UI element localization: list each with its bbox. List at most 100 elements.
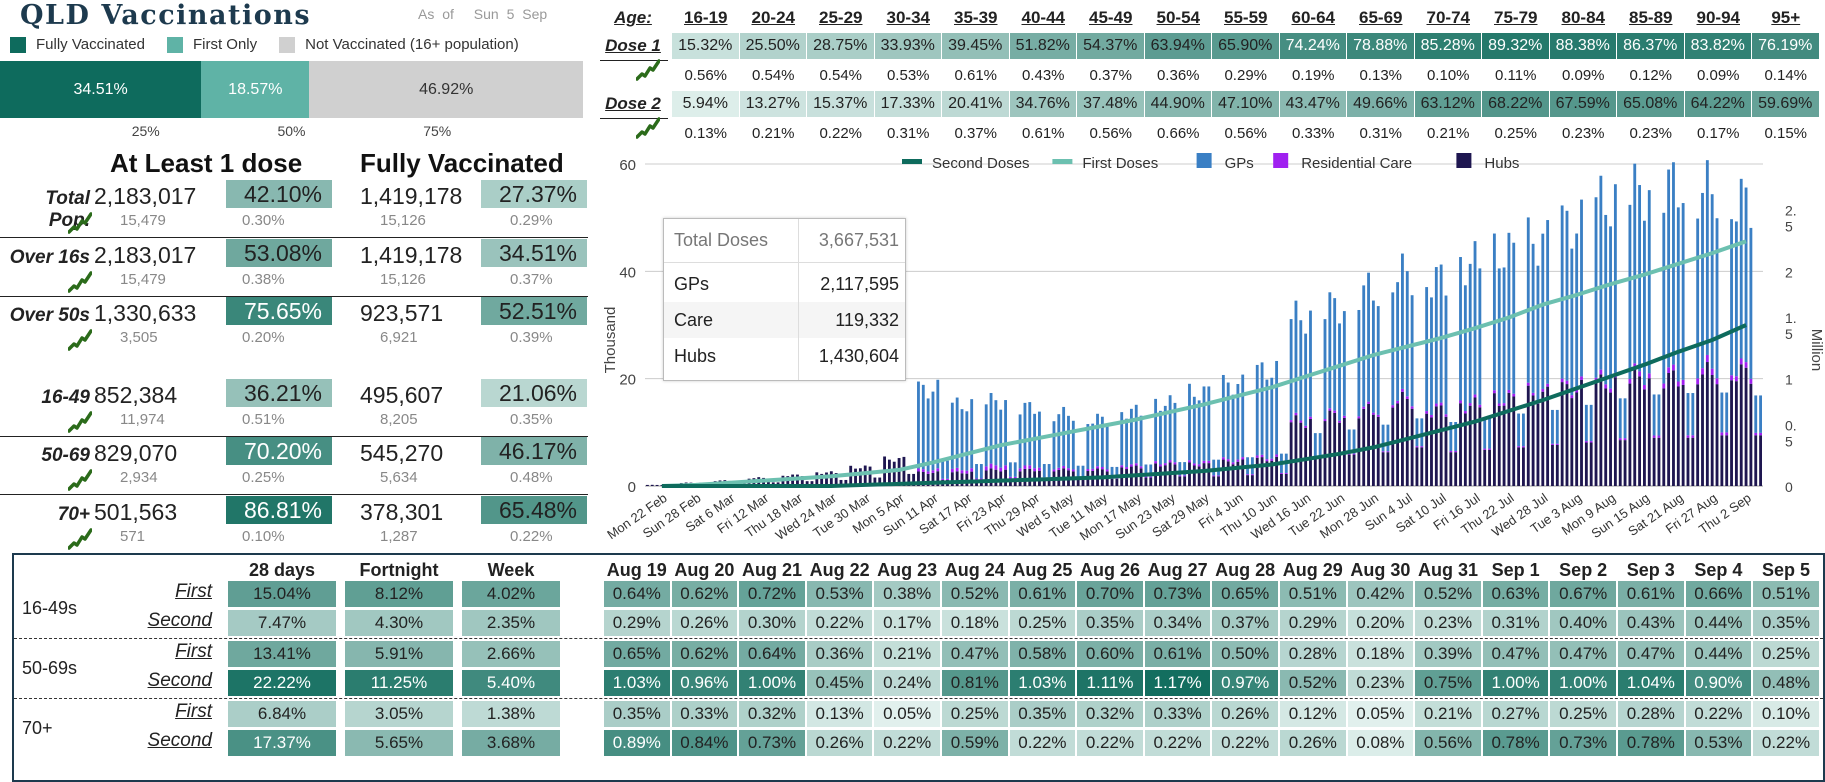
gp-bar [1236,384,1240,460]
care-bar [1004,465,1007,470]
fully-vaccinated-percent: 52.51% [481,297,587,325]
care-bar [1560,378,1564,383]
age-header-label: Age: [614,8,652,27]
care-bar [1347,453,1351,455]
dose-change-cell: 0.56% [684,67,728,84]
rate-cell: 0.48% [1753,670,1819,696]
hubs-bar [1463,413,1467,486]
age-group-header: 65-69 [1359,8,1403,27]
care-bar [1676,381,1680,387]
care-bar [1357,416,1361,419]
dose-percent-cell: 28.75% [807,33,875,59]
rate-cell: 5.91% [345,641,453,667]
care-bar [1323,419,1327,422]
care-bar [1100,467,1104,470]
dose-change-cell: 0.14% [1764,67,1808,84]
care-bar [1120,465,1124,468]
dose-change-cell: 0.11% [1495,67,1537,84]
group-divider [14,698,1823,699]
hubs-bar [1449,452,1453,486]
fully-vaccinated-daily: 15,126 [380,212,426,229]
gp-bar [1362,285,1366,407]
gp-bar [965,411,969,471]
gp-bar [1008,462,1012,477]
period-header: Aug 23 [877,560,938,580]
gp-bar [1478,268,1482,405]
care-bar [1188,460,1191,463]
rate-cell: 0.12% [1280,701,1346,727]
rate-cell: 0.59% [942,730,1008,756]
rate-cell: 0.31% [1482,610,1549,636]
care-bar [1371,412,1375,415]
gp-bar [1517,413,1521,447]
care-bar [1236,459,1240,462]
fully-vaccinated-daily-percent: 0.22% [510,528,553,545]
age-table-row: Age: 16-19 20-24 25-29 30-34 35-39 40-44 45-49 5… [600,5,1825,31]
gp-bar [1192,396,1196,464]
period-header: Sep 2 [1559,560,1608,580]
hubs-bar [1720,435,1724,486]
rate-cell: 0.05% [874,701,940,727]
care-bar [1159,464,1162,467]
hubs-bar [1696,384,1700,486]
gp-bar [970,399,974,469]
rate-cell: 0.73% [1550,730,1616,756]
tooltip-row: GPs 2,117,595 [664,266,905,302]
hubs-bar [1589,442,1593,486]
hubs-bar [1502,405,1506,486]
care-bar [1023,465,1027,469]
fully-vaccinated-percent: 46.17% [481,437,587,465]
hubs-bar [820,473,824,486]
hubs-bar [1594,382,1598,486]
hubs-bar [1318,457,1322,486]
age-table-row: Dose 1 15.32% 25.50% 28.75% 33.93% 39.45% 51.8… [600,33,1825,61]
care-bar [1391,405,1395,408]
rate-cell: 0.52% [942,581,1008,607]
care-bar [1139,466,1143,469]
rate-cell: 0.23% [1415,610,1481,636]
hubs-bar [810,481,814,486]
hubs-bar [1217,476,1220,486]
group-divider [14,638,1823,639]
care-bar [1163,463,1167,466]
care-bar [1580,376,1583,380]
rate-cell: 0.22% [806,610,873,636]
dose-row-label: Dose 1 [605,36,661,55]
care-bar [1149,476,1153,478]
rate-cell: 0.26% [671,610,738,636]
rate-cell: 0.62% [671,641,738,667]
hubs-bar [1468,405,1472,486]
gp-bar [1463,285,1467,412]
at-least-one-count: 2,183,017 [94,183,197,209]
gp-bar [946,460,949,479]
gp-bar [1531,243,1535,393]
hubs-bar [1555,444,1559,486]
gp-bar [1657,394,1661,436]
tooltip-row: Care 119,332 [664,302,905,338]
rate-cell: 0.28% [1280,641,1346,667]
hubs-bar [1207,463,1211,486]
rate-cell: 0.29% [604,610,670,636]
hubs-bar [650,484,654,486]
care-bar [1647,373,1651,379]
at-least-one-daily: 571 [120,528,146,545]
hubs-bar [834,473,838,486]
care-bar [1338,420,1341,423]
hubs-bar [984,470,988,486]
gp-bar [1628,204,1632,379]
dose-percent-cell: 5.94% [672,91,740,117]
rate-cell: 0.35% [1009,701,1076,727]
care-bar [1643,385,1646,390]
dose-change-cell: 0.09% [1696,67,1740,84]
dose-change-cell: 0.23% [1561,125,1605,142]
gp-bar [1734,221,1738,377]
rate-cell: 0.89% [604,730,670,756]
rate-cell: 17.37% [228,730,336,756]
gp-bar [1720,392,1724,433]
gp-bar [1633,163,1637,364]
gp-bar [1376,306,1380,415]
period-header: Aug 22 [809,560,870,580]
gp-bar [960,409,964,471]
gp-bar [1681,203,1685,380]
hubs-bar [1023,468,1027,486]
